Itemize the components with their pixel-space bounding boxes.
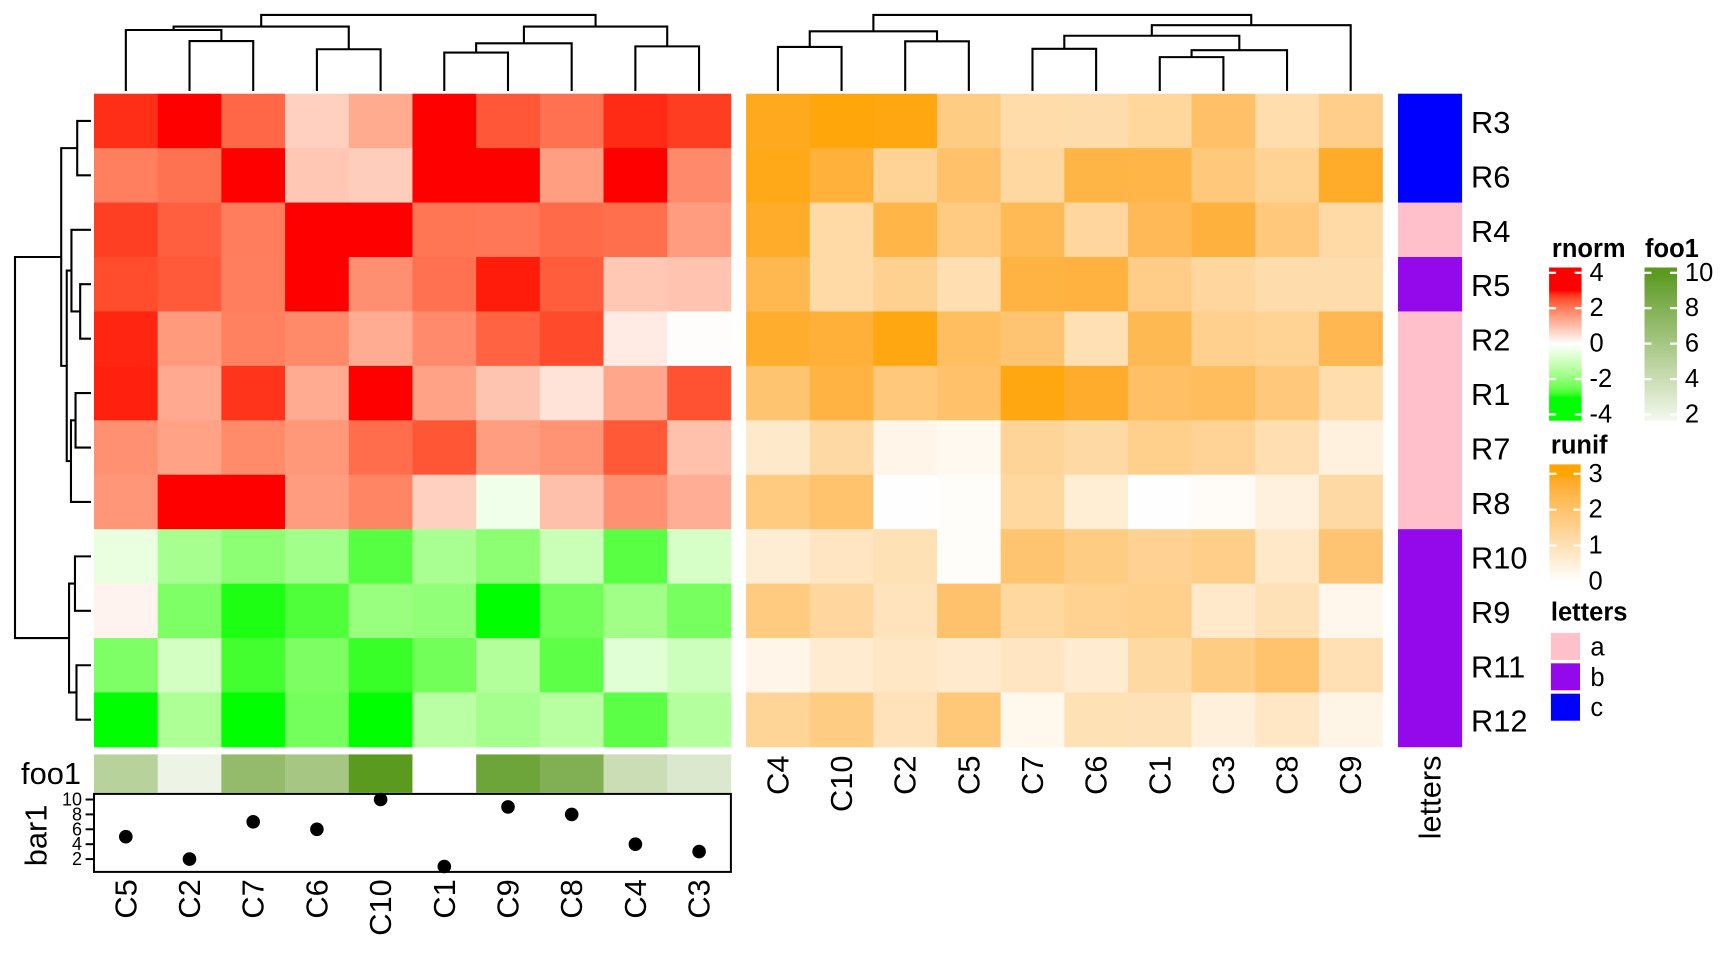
svg-text:C7: C7 (1015, 756, 1050, 795)
svg-text:6: 6 (72, 819, 82, 839)
svg-text:0: 0 (1589, 568, 1603, 596)
svg-text:C5: C5 (951, 756, 986, 795)
svg-text:10: 10 (62, 790, 82, 810)
svg-text:C9: C9 (1333, 756, 1368, 795)
svg-text:2: 2 (1685, 401, 1699, 429)
svg-text:R1: R1 (1471, 377, 1510, 412)
svg-text:foo1: foo1 (21, 756, 81, 791)
svg-text:C1: C1 (1142, 756, 1177, 795)
svg-text:R9: R9 (1471, 595, 1510, 630)
svg-text:C3: C3 (682, 879, 717, 918)
svg-text:-2: -2 (1590, 365, 1613, 393)
svg-text:2: 2 (1590, 294, 1604, 322)
svg-text:C5: C5 (108, 879, 143, 918)
svg-text:R7: R7 (1471, 432, 1510, 467)
svg-text:8: 8 (1685, 294, 1699, 322)
svg-text:C4: C4 (760, 756, 795, 795)
svg-text:c: c (1590, 694, 1603, 722)
svg-text:10: 10 (1685, 259, 1713, 287)
svg-text:R11: R11 (1471, 649, 1525, 684)
svg-text:letters: letters (1551, 599, 1628, 627)
svg-text:b: b (1590, 664, 1604, 692)
svg-text:C4: C4 (618, 879, 653, 918)
svg-text:-4: -4 (1590, 400, 1613, 428)
svg-text:4: 4 (1685, 365, 1699, 393)
svg-text:C8: C8 (1270, 756, 1305, 795)
svg-text:4: 4 (1590, 259, 1604, 287)
svg-text:2: 2 (1589, 496, 1603, 524)
svg-text:1: 1 (1589, 532, 1603, 560)
svg-text:C9: C9 (491, 879, 526, 918)
svg-text:rnorm: rnorm (1552, 235, 1626, 263)
svg-text:bar1: bar1 (19, 805, 54, 867)
svg-text:C3: C3 (1206, 756, 1241, 795)
svg-text:2: 2 (72, 849, 82, 869)
svg-text:a: a (1590, 633, 1605, 661)
svg-text:C2: C2 (172, 879, 207, 918)
svg-text:R5: R5 (1471, 268, 1510, 303)
svg-text:R8: R8 (1471, 486, 1510, 521)
svg-text:C6: C6 (299, 879, 334, 918)
svg-text:R4: R4 (1471, 214, 1510, 249)
svg-text:R10: R10 (1471, 540, 1528, 575)
svg-text:letters: letters (1413, 756, 1448, 840)
svg-text:4: 4 (72, 834, 82, 854)
svg-text:8: 8 (72, 804, 82, 824)
svg-text:C7: C7 (236, 879, 271, 918)
svg-text:6: 6 (1685, 330, 1699, 358)
svg-text:C1: C1 (427, 879, 462, 918)
svg-text:C10: C10 (363, 879, 398, 936)
svg-text:3: 3 (1589, 460, 1603, 488)
svg-text:C2: C2 (888, 756, 923, 795)
svg-text:C6: C6 (1079, 756, 1114, 795)
svg-text:foo1: foo1 (1645, 235, 1699, 263)
svg-text:R6: R6 (1471, 159, 1510, 194)
svg-text:runif: runif (1551, 431, 1608, 459)
svg-text:R3: R3 (1471, 105, 1510, 140)
svg-text:0: 0 (1590, 330, 1604, 358)
svg-text:R2: R2 (1471, 323, 1510, 358)
svg-text:R12: R12 (1471, 704, 1528, 739)
svg-text:C10: C10 (824, 756, 859, 813)
svg-text:C8: C8 (554, 879, 589, 918)
